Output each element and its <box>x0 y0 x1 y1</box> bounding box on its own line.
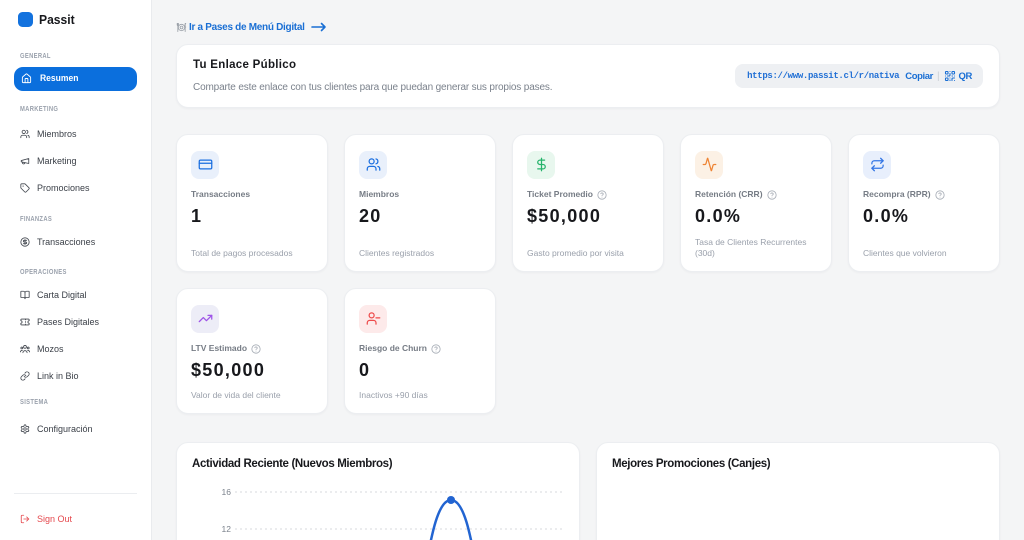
svg-text:12: 12 <box>222 524 232 534</box>
svg-text:16: 16 <box>222 487 232 497</box>
